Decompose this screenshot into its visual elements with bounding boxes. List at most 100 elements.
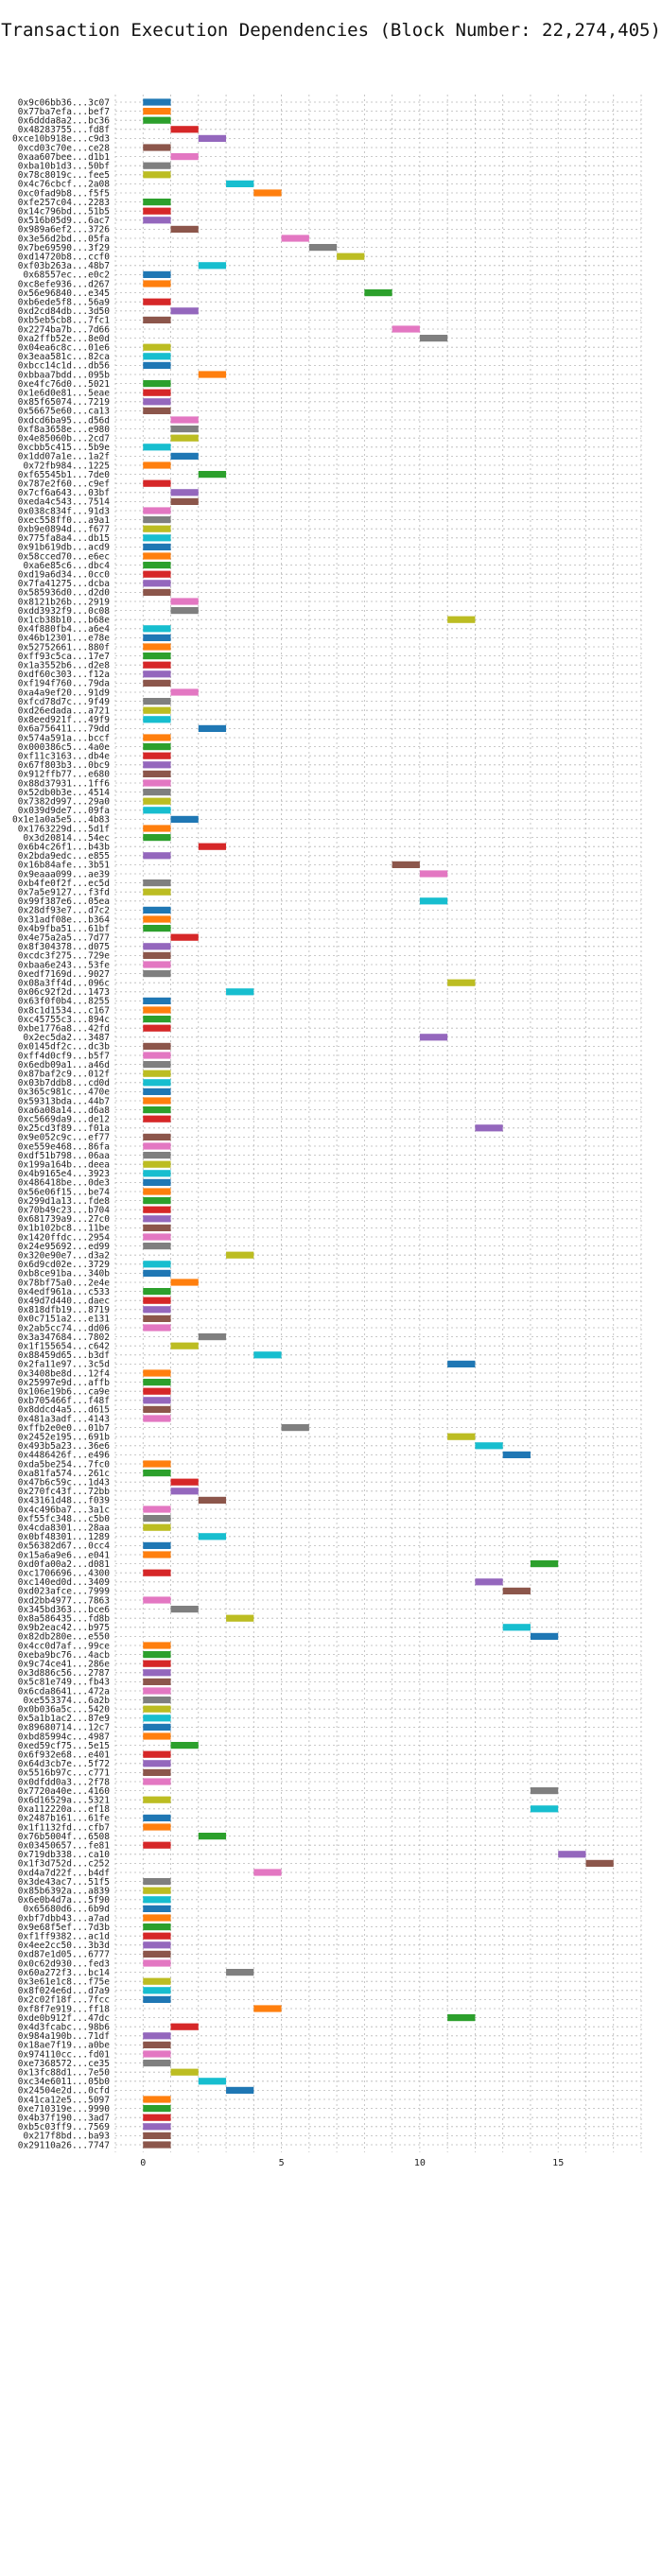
dependency-bar (143, 1115, 171, 1123)
dependency-bar (143, 171, 171, 179)
y-tick-label: 0xc8efe936...d267 (18, 279, 110, 289)
dependency-bar (143, 1551, 171, 1558)
dependency-bar (143, 270, 171, 278)
y-tick-label: 0xffb2e0e0...01b7 (18, 1423, 110, 1434)
dependency-bar (143, 1106, 171, 1114)
y-tick-label: 0x4e75a2a5...7d77 (18, 933, 110, 944)
y-tick-label: 0x82db280e...e550 (18, 1632, 111, 1643)
y-tick-label: 0x47b6c59c...1d43 (18, 1478, 110, 1488)
dependency-bar (143, 1932, 171, 1940)
dependency-bar (143, 1506, 171, 1513)
dependency-bar (143, 1215, 171, 1223)
dependency-bar (143, 1206, 171, 1213)
dependency-bar (143, 2123, 171, 2131)
dependency-bar (419, 335, 448, 342)
dependency-bar (143, 1669, 171, 1677)
y-tick-label: 0xf8a3658e...e980 (18, 425, 111, 435)
dependency-bar (143, 444, 171, 451)
dependency-bar (143, 1642, 171, 1649)
y-tick-label: 0x3e61e1c8...f75e (18, 1977, 111, 1988)
dependency-bar (447, 1360, 476, 1367)
dependency-bar (143, 1896, 171, 1904)
y-tick-label: 0x85f65074...7219 (18, 397, 111, 408)
dependency-bar (585, 1859, 614, 1867)
dependency-bar (143, 925, 171, 932)
y-tick-label: 0x1e6d0e81...5eae (18, 389, 111, 399)
y-tick-label: 0x78c8019c...fee5 (18, 170, 110, 181)
dependency-bar (198, 371, 227, 378)
y-tick-label: 0x65680d6...6b9d (23, 1905, 110, 1915)
y-tick-label: 0xd87e1d05...6777 (18, 1950, 110, 1960)
dependency-bar (170, 452, 199, 460)
y-tick-label: 0x8121b26b...2919 (18, 597, 111, 607)
y-tick-label: 0xb5eb5cb8...7fc1 (18, 316, 111, 326)
dependency-bar (143, 580, 171, 587)
dependency-bar (198, 1833, 227, 1840)
y-tick-label: 0x8a586435...fd8b (18, 1614, 111, 1625)
dependency-bar (419, 1034, 448, 1041)
y-tick-label: 0x4e85060b...2cd7 (18, 434, 110, 444)
y-tick-label: 0x6b4c26f1...b43b (18, 843, 111, 853)
y-tick-label: 0xbe1776a8...42fd (18, 1024, 110, 1035)
dependency-bar (143, 1243, 171, 1250)
y-tick-label: 0x25997e9d...affb (18, 1378, 111, 1388)
dependency-bar (143, 879, 171, 887)
y-tick-label: 0x76b5004f...6508 (18, 1832, 111, 1842)
dependency-bar (143, 525, 171, 532)
dependency-bar (143, 653, 171, 660)
y-tick-label: 0x24e95692...ed99 (18, 1242, 111, 1252)
dependency-bar (143, 1079, 171, 1087)
dependency-bar (143, 634, 171, 641)
dependency-bar (143, 507, 171, 514)
dependency-bar (143, 1760, 171, 1767)
dependency-bar (143, 479, 171, 487)
y-tick-label: 0x481a3adf...4143 (18, 1414, 110, 1424)
y-tick-label: 0x8eed921f...49f9 (18, 715, 111, 725)
dependency-bar (170, 1342, 199, 1349)
y-tick-label: 0xf03b263a...48b7 (18, 261, 110, 271)
y-tick-label: 0x16b84afe...3b51 (18, 861, 111, 871)
dependency-bar (170, 933, 199, 941)
dependency-bar (143, 1324, 171, 1332)
dependency-bar (143, 951, 171, 959)
y-tick-label: 0xf194f760...79da (18, 679, 110, 689)
dependency-bar (143, 361, 171, 369)
dependency-bar (143, 779, 171, 787)
dependency-bar (143, 280, 171, 287)
y-tick-label: 0x585936d0...d2d0 (18, 588, 111, 599)
y-tick-label: 0xb8ce91ba...340b (18, 1269, 111, 1279)
y-tick-label: 0x85b6392a...a839 (18, 1887, 111, 1897)
y-tick-label: 0xff4d0cf9...b5f7 (18, 1051, 110, 1061)
y-tick-label: 0xb6ede5f8...56a9 (18, 298, 111, 308)
dependency-bar (143, 1261, 171, 1268)
dependency-bar (475, 1124, 503, 1132)
dependency-bar (143, 2050, 171, 2058)
y-tick-label: 0x3d20814...54ec (23, 833, 110, 844)
y-tick-label: 0x4c76cbcf...2a08 (18, 180, 111, 190)
dependency-bar (143, 643, 171, 651)
y-tick-label: 0xa112220a...ef18 (18, 1804, 111, 1815)
y-tick-label: 0x984a190b...71df (18, 2031, 110, 2042)
y-tick-label: 0xfe257c04...2283 (18, 198, 110, 208)
dependency-bar (143, 2105, 171, 2113)
y-tick-label: 0x516b05d9...6ac7 (18, 216, 110, 226)
y-tick-label: 0x4b37f190...3ad7 (18, 2114, 110, 2124)
dependency-bar (143, 1387, 171, 1395)
dependency-bar (143, 1188, 171, 1195)
y-tick-label: 0x2c02f18f...7fcc (18, 1995, 110, 2006)
y-tick-label: 0x43161d48...f039 (18, 1496, 111, 1506)
dependency-bar (170, 225, 199, 233)
dependency-bar (143, 116, 171, 124)
y-tick-label: 0x775fa8a4...db15 (18, 533, 110, 544)
dependency-bar (143, 199, 171, 206)
y-tick-label: 0x89680714...12c7 (18, 1723, 110, 1733)
y-tick-label: 0x91b619db...acd9 (18, 543, 111, 553)
dependency-bar (143, 1052, 171, 1059)
y-tick-label: 0xfcd78d7c...9f49 (18, 697, 111, 707)
dependency-bar (170, 307, 199, 315)
y-tick-label: 0xedf7169d...9027 (18, 969, 110, 980)
y-tick-label: 0x9c74ce41...286e (18, 1660, 111, 1670)
y-tick-label: 0xc140ed0d...3409 (18, 1577, 111, 1588)
dependency-bar (143, 570, 171, 578)
y-tick-label: 0x41ca12e5...5097 (18, 2095, 110, 2105)
